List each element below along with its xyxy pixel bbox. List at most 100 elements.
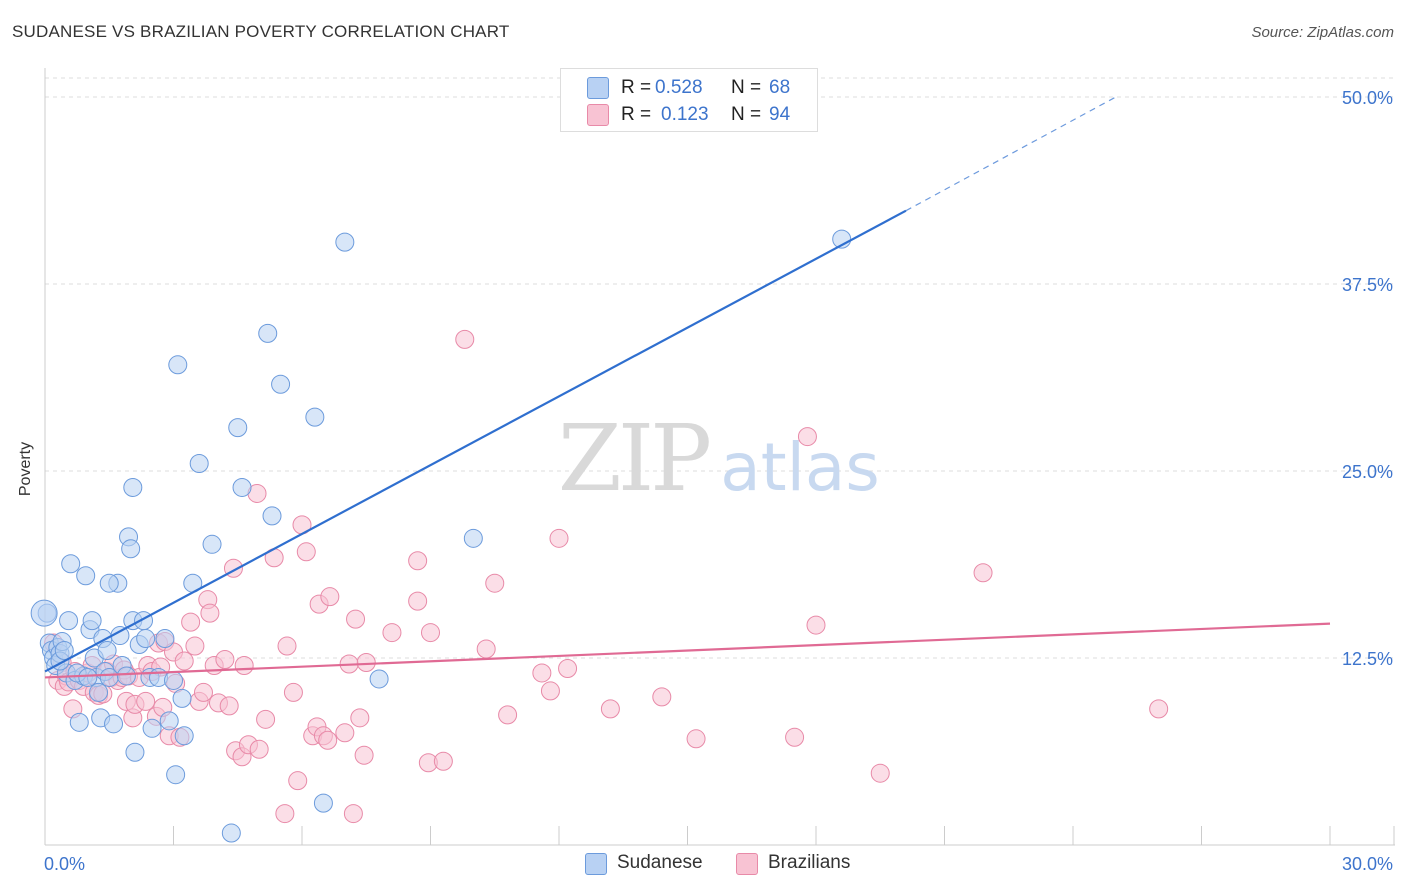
data-point (82, 611, 102, 631)
data-point (159, 711, 179, 731)
bottom-legend-swatch-pink (736, 853, 758, 875)
y-axis-label: Poverty (17, 441, 34, 497)
y-axis-label-wrap: Poverty (6, 420, 46, 520)
data-point (288, 771, 308, 791)
data-point (463, 528, 483, 548)
data-point (540, 681, 560, 701)
data-point (277, 636, 297, 656)
trend-line-sudanese (44, 209, 907, 673)
trend-line-brazilians (44, 622, 1331, 679)
legend-r-value: 0.123 (661, 104, 709, 125)
data-point (382, 623, 402, 643)
data-point-large (30, 599, 58, 627)
data-point (271, 374, 291, 394)
trend-line-sudanese-extension (905, 96, 1117, 212)
data-point (532, 663, 552, 683)
data-point (275, 804, 295, 824)
data-point (600, 699, 620, 719)
data-point (498, 705, 518, 725)
data-point (123, 477, 143, 497)
data-point (485, 573, 505, 593)
bottom-legend-label: Sudanese (617, 852, 703, 873)
y-tick-label: 50.0% (1342, 88, 1393, 108)
data-point (172, 688, 192, 708)
bottom-legend-swatch-blue (585, 853, 607, 875)
data-point (215, 649, 235, 669)
x-tick-label: 0.0% (44, 854, 85, 874)
data-point (69, 712, 89, 732)
data-point (350, 708, 370, 728)
data-point (121, 539, 141, 559)
data-point (320, 587, 340, 607)
y-tick-label: 37.5% (1342, 275, 1393, 295)
tick-labels: 12.5% 25.0% 37.5% 50.0% 0.0% 30.0% (44, 88, 1393, 874)
data-point (202, 534, 222, 554)
data-point (283, 682, 303, 702)
data-point (797, 427, 817, 447)
data-point (200, 603, 220, 623)
gridlines (45, 77, 1395, 659)
legend-n-value: 68 (769, 77, 791, 98)
data-point (166, 765, 186, 785)
data-point (249, 739, 269, 759)
data-point (125, 742, 145, 762)
legend-n-label: N = (731, 77, 762, 98)
data-point (335, 723, 355, 743)
data-point (54, 641, 74, 661)
legend-n-value: 94 (769, 104, 791, 125)
data-point (155, 629, 175, 649)
data-point (189, 454, 209, 474)
y-tick-label: 25.0% (1342, 462, 1393, 482)
data-point (652, 687, 672, 707)
x-tick-label: 30.0% (1342, 854, 1393, 874)
data-point (558, 658, 578, 678)
data-point (433, 751, 453, 771)
data-point (168, 355, 188, 375)
data-point (219, 696, 239, 716)
data-point (262, 506, 282, 526)
data-point (258, 323, 278, 343)
data-point (1149, 699, 1169, 719)
data-point (59, 611, 79, 631)
data-point (97, 641, 117, 661)
data-point (346, 609, 366, 629)
watermark: ZIP atlas (558, 405, 880, 512)
data-point (228, 418, 248, 438)
data-point (174, 726, 194, 746)
data-point (174, 651, 194, 671)
data-point (356, 652, 376, 672)
legend-swatch-pink (587, 104, 609, 126)
data-point (806, 615, 826, 635)
data-point (164, 670, 183, 690)
data-point (76, 566, 96, 586)
data-point (61, 554, 81, 574)
data-point (116, 666, 136, 686)
legend-swatch-blue (587, 77, 609, 99)
data-point (476, 639, 496, 659)
data-point (785, 727, 805, 747)
data-point (181, 612, 201, 632)
legend-r-label: R = (621, 104, 652, 125)
data-point (221, 823, 241, 843)
data-point (318, 730, 338, 750)
watermark-zip: ZIP (558, 405, 709, 512)
y-tick-label: 12.5% (1342, 649, 1393, 669)
data-point (686, 729, 706, 749)
data-point (313, 793, 333, 813)
bottom-legend-label: Brazilians (768, 852, 851, 873)
data-point (104, 714, 124, 734)
data-point (973, 563, 993, 583)
data-point (343, 804, 363, 824)
series-sudanese-points (30, 229, 852, 843)
data-point (296, 542, 316, 562)
data-point (305, 407, 325, 427)
data-point (455, 329, 475, 349)
data-point (549, 528, 569, 548)
correlation-legend: R = 0.528 N = 68 R = 0.123 N = 94 (560, 68, 818, 132)
data-point (408, 551, 428, 571)
data-point (234, 655, 254, 675)
data-point (870, 763, 890, 783)
chart-title: SUDANESE VS BRAZILIAN POVERTY CORRELATIO… (12, 22, 510, 41)
legend-r-value: 0.528 (655, 77, 703, 98)
data-point (136, 629, 156, 649)
